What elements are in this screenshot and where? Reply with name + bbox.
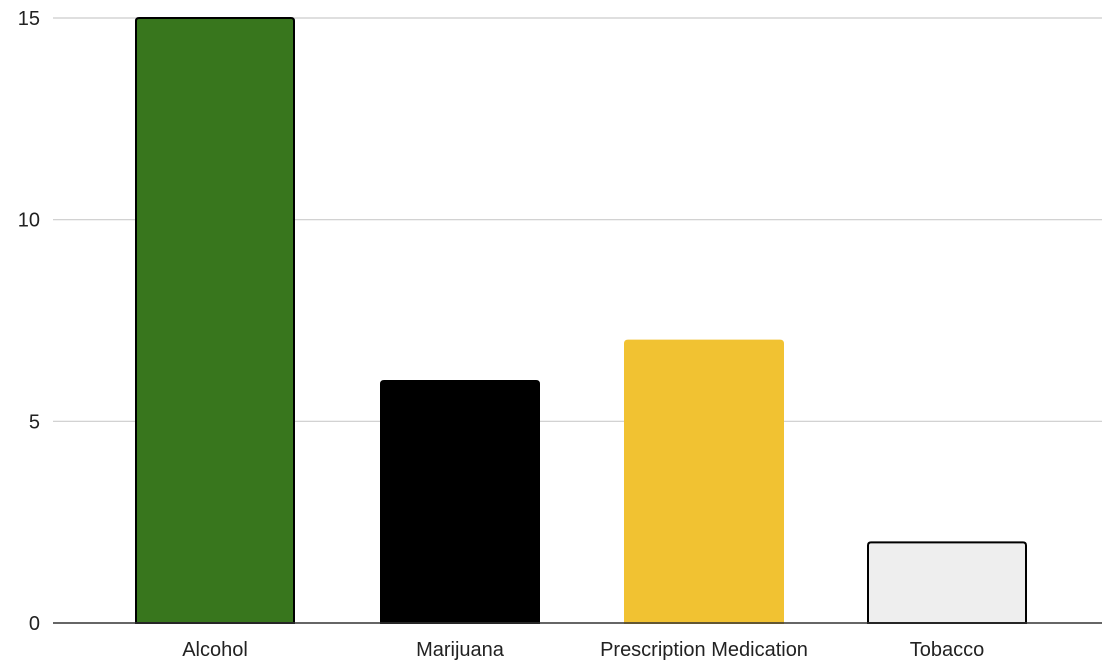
x-tick-label: Alcohol — [182, 639, 248, 661]
x-tick-label: Marijuana — [416, 639, 505, 661]
y-tick-label: 5 — [29, 411, 40, 433]
y-tick-label: 10 — [18, 210, 40, 232]
y-tick-label: 0 — [29, 613, 40, 635]
bar-alcohol — [135, 17, 295, 624]
axes: 0 5 10 15 Alcohol Marijuana Prescription Medic… — [18, 8, 1102, 661]
bar-prescription-medication — [624, 339, 784, 624]
bars — [135, 17, 1027, 624]
y-tick-label: 15 — [18, 8, 40, 30]
bar-marijuana — [380, 380, 540, 624]
x-tick-label: Prescription Medication — [600, 639, 808, 661]
x-tick-label: Tobacco — [910, 639, 985, 661]
bar-tobacco — [867, 541, 1027, 624]
